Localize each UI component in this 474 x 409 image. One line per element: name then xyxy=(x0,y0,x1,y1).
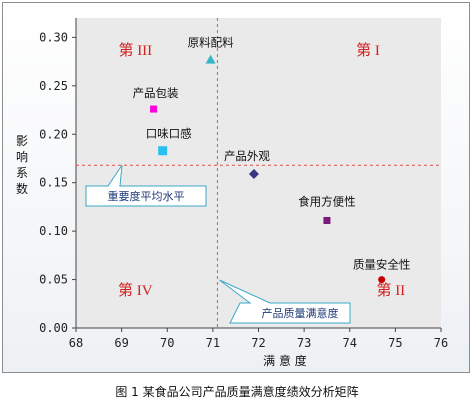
x-tick-label: 75 xyxy=(388,336,402,350)
importance-callout-box xyxy=(85,164,207,207)
quadrant-label-ii: 第 II xyxy=(376,281,405,299)
y-tick-label: 0.15 xyxy=(39,176,68,190)
y-tick-label: 0.00 xyxy=(39,321,68,335)
satisfaction-callout-text: 产品质量满意度 xyxy=(262,306,339,320)
importance-callout-text: 重要度平均水平 xyxy=(108,189,185,203)
x-tick-label: 76 xyxy=(434,336,448,350)
y-axis-title: 影响系数 xyxy=(16,134,28,196)
data-point-marker xyxy=(205,54,216,64)
data-point-marker xyxy=(158,146,168,156)
figure-caption: 图 1 某食品公司产品质量满意度绩效分析矩阵 xyxy=(115,385,359,399)
data-point-marker xyxy=(150,105,158,113)
quadrant-label-i: 第 I xyxy=(356,41,380,59)
y-tick-label: 0.10 xyxy=(39,224,68,238)
plot-area xyxy=(76,18,441,328)
x-axis-title: 满 意 度 xyxy=(263,353,307,368)
satisfaction-callout-box xyxy=(219,279,351,324)
y-tick-label: 0.25 xyxy=(39,79,68,93)
data-point-label: 产品外观 xyxy=(224,149,270,163)
y-tick-label: 0.05 xyxy=(39,273,68,287)
y-tick-label: 0.20 xyxy=(39,127,68,141)
x-tick-label: 68 xyxy=(69,336,83,350)
x-tick-label: 70 xyxy=(160,336,174,350)
quadrant-label-iv: 第 IV xyxy=(118,281,153,299)
data-point-label: 食用方便性 xyxy=(298,194,356,208)
data-point-label: 产品包装 xyxy=(133,86,179,100)
data-point-label: 口味口感 xyxy=(146,127,192,141)
quadrant-label-iii: 第 III xyxy=(118,41,152,59)
data-point-marker xyxy=(378,276,386,284)
data-point-marker xyxy=(248,168,259,179)
x-tick-label: 73 xyxy=(297,336,311,350)
y-tick-label: 0.30 xyxy=(39,30,68,44)
x-tick-label: 72 xyxy=(251,336,265,350)
data-point-marker xyxy=(323,216,331,224)
data-point-label: 原料配料 xyxy=(188,36,234,50)
x-tick-label: 69 xyxy=(114,336,128,350)
scatter-chart: 0.00 0.05 0.10 0.15 0.20 0.25 0.30 68 69 70 71 72 7… xyxy=(16,18,448,368)
data-point-label: 质量安全性 xyxy=(353,258,411,272)
x-tick-label: 74 xyxy=(343,336,357,350)
x-tick-label: 71 xyxy=(206,336,220,350)
